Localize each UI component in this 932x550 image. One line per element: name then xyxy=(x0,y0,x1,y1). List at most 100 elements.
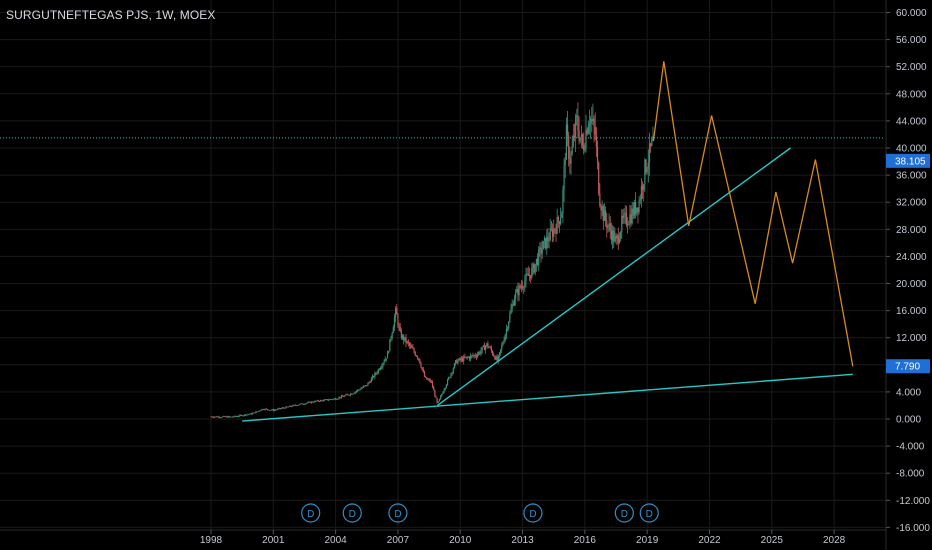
candle-body xyxy=(305,403,307,405)
price-axis[interactable]: 60.000 56.000 52.000 48.000 44.000 40.000 36.0… xyxy=(885,0,930,550)
candle-body xyxy=(386,352,389,359)
candle-body xyxy=(479,352,481,354)
candle-body xyxy=(307,402,309,403)
candle-body xyxy=(246,414,248,416)
candle-body xyxy=(474,355,476,357)
candle-body xyxy=(621,216,623,233)
dividend-marker[interactable]: D xyxy=(301,503,321,523)
trendline-base xyxy=(242,373,853,422)
candle-body xyxy=(359,389,361,391)
candle-body xyxy=(262,409,264,410)
current-price-tag-bg xyxy=(886,153,930,168)
candle-body xyxy=(344,395,346,397)
candle-body xyxy=(588,123,591,126)
candle-body xyxy=(450,373,452,378)
candle-body xyxy=(370,378,372,383)
candle-body xyxy=(471,355,473,357)
candle-body xyxy=(592,118,594,121)
candle-body xyxy=(268,409,270,411)
candle-body xyxy=(213,416,216,418)
candle-body xyxy=(255,411,257,414)
projection-path xyxy=(652,61,854,367)
candle-body xyxy=(581,134,584,145)
candle-body xyxy=(301,403,303,405)
candle-body xyxy=(302,404,304,405)
candle-body xyxy=(595,135,597,147)
candle-body xyxy=(273,409,276,411)
time-axis[interactable]: 1998 2001 2004 2007 2010 2013 2016 2019 2022 2025… xyxy=(0,529,886,546)
candle-body xyxy=(347,394,349,396)
chart-title: SURGUTNEFTEGAS PJS, 1W, MOEX xyxy=(6,8,216,22)
candle-body xyxy=(472,355,474,357)
candle-body xyxy=(538,249,540,265)
candle-body xyxy=(369,382,371,383)
candle-body xyxy=(211,416,213,418)
candle-body xyxy=(488,346,490,348)
candle-body xyxy=(231,416,233,418)
candle-body xyxy=(485,346,487,351)
candle-body xyxy=(269,410,271,411)
candle-body xyxy=(480,350,482,354)
candle-body xyxy=(608,223,610,226)
candle-body xyxy=(650,143,652,146)
candle-body xyxy=(254,412,256,414)
dividend-marker-circle xyxy=(388,503,408,523)
price-axis-label: -8.000 xyxy=(896,469,925,480)
candle-body xyxy=(525,273,527,281)
candle-body xyxy=(536,258,539,265)
candle-body xyxy=(399,327,401,332)
price-axis-label: 52.000 xyxy=(896,62,927,73)
candle-body xyxy=(569,159,571,164)
candle-body xyxy=(543,237,546,242)
candle-body xyxy=(350,393,352,396)
candle-body xyxy=(444,387,446,390)
candle-body xyxy=(524,280,526,288)
candle-body xyxy=(487,343,489,347)
candle-body xyxy=(212,417,214,418)
candle-body xyxy=(436,398,438,403)
candle-body xyxy=(285,406,287,409)
dividend-marker-label: D xyxy=(349,509,356,520)
candle-body xyxy=(303,404,306,405)
candle-body xyxy=(625,212,627,225)
candle-body xyxy=(429,379,431,382)
candle-body xyxy=(531,268,533,279)
time-axis-label: 2022 xyxy=(698,535,721,546)
candle-body xyxy=(533,264,535,273)
dividend-marker[interactable]: D xyxy=(388,503,408,523)
candle-body xyxy=(554,228,556,230)
dividend-marker[interactable]: D xyxy=(639,503,659,523)
candle-body xyxy=(234,415,236,417)
candle-body xyxy=(508,321,510,329)
candle-body xyxy=(503,340,505,343)
candle-body xyxy=(626,224,629,226)
candle-body xyxy=(587,125,589,134)
price-axis-label: 0.000 xyxy=(896,415,921,426)
candle-body xyxy=(340,395,342,398)
candle-body xyxy=(494,356,496,360)
candle-body xyxy=(433,386,435,391)
candle-body xyxy=(290,405,292,407)
time-axis-label: 2025 xyxy=(761,535,784,546)
candle-body xyxy=(328,399,330,401)
grid xyxy=(0,0,885,530)
dividend-marker[interactable]: D xyxy=(523,503,543,523)
candle-body xyxy=(256,411,258,413)
dividend-marker[interactable]: D xyxy=(614,503,634,523)
candle-body xyxy=(329,399,331,401)
price-axis-label: 36.000 xyxy=(896,171,927,182)
candle-body xyxy=(321,400,323,402)
candle-body xyxy=(220,417,222,419)
dividend-marker[interactable]: D xyxy=(342,503,362,523)
time-axis-label: 2019 xyxy=(636,535,659,546)
candle-body xyxy=(461,358,464,362)
candle-body xyxy=(509,313,511,322)
candle-body xyxy=(333,398,336,400)
candle-body xyxy=(443,389,445,393)
candle-body xyxy=(393,317,396,328)
candle-body xyxy=(395,307,397,318)
candle-body xyxy=(293,404,295,406)
candle-body xyxy=(414,352,416,356)
candle-body xyxy=(343,396,345,398)
